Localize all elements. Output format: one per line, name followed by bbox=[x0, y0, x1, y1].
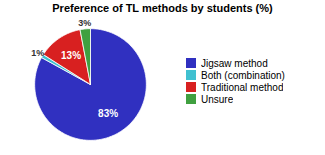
html-text:Traditional method: Traditional method bbox=[201, 81, 284, 93]
svg-text:3%: 3% bbox=[78, 18, 91, 28]
html-text:Jigsaw method: Jigsaw method bbox=[201, 57, 268, 69]
svg-text:1%: 1% bbox=[31, 48, 44, 58]
html-text:Unsure: Unsure bbox=[201, 93, 234, 105]
svg-text:83%: 83% bbox=[98, 108, 118, 119]
svg-text:13%: 13% bbox=[61, 50, 81, 61]
html-text:Preference of TL methods by st: Preference of TL methods by students (%) bbox=[52, 2, 273, 14]
html-text:Both (combination): Both (combination) bbox=[201, 69, 285, 81]
